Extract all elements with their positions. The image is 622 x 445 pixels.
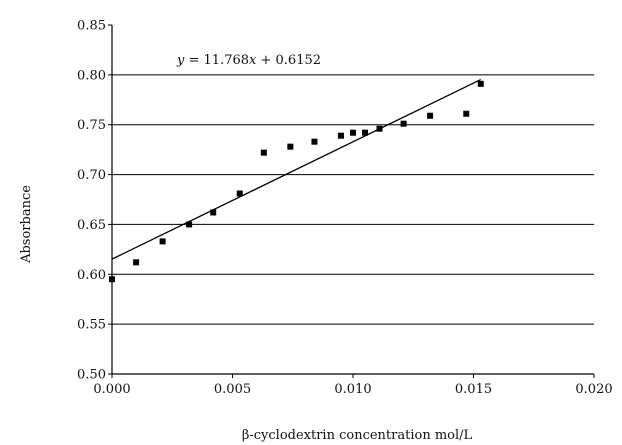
data-point xyxy=(463,110,470,117)
y-tick-label: 0.60 xyxy=(77,268,106,283)
y-tick-label: 0.80 xyxy=(77,68,106,83)
trend-equation: y = 11.768x + 0.6152 xyxy=(176,53,321,68)
data-point xyxy=(109,276,115,283)
x-tick-label: 0.000 xyxy=(93,382,130,397)
x-tick-label: 0.020 xyxy=(575,382,612,397)
data-point xyxy=(260,149,267,156)
x-tick-label: 0.010 xyxy=(334,382,371,397)
y-tick-label: 0.65 xyxy=(77,218,106,233)
data-point xyxy=(210,209,217,216)
data-point xyxy=(376,125,383,132)
data-point xyxy=(311,138,318,145)
y-tick-label: 0.70 xyxy=(77,168,106,183)
data-point xyxy=(186,221,193,228)
y-tick-label: 0.55 xyxy=(77,318,106,333)
data-point xyxy=(400,120,407,127)
x-tick-label: 0.015 xyxy=(455,382,492,397)
x-tick-label: 0.005 xyxy=(214,382,251,397)
y-axis-title: Absorbance xyxy=(19,185,34,264)
data-point xyxy=(133,259,140,266)
y-tick-label: 0.75 xyxy=(77,118,106,133)
data-point xyxy=(337,132,344,139)
data-point xyxy=(362,129,369,136)
data-point xyxy=(159,238,166,245)
data-points xyxy=(109,80,484,283)
y-tick-label: 0.50 xyxy=(77,368,106,383)
data-point xyxy=(477,80,484,87)
tick-labels: 0.50 0.55 0.60 0.65 0.70 0.75 0.80 0.85 0.000 0.0… xyxy=(77,19,613,398)
trend-line xyxy=(111,79,482,260)
data-point xyxy=(287,143,294,150)
y-tick-label: 0.85 xyxy=(77,19,106,34)
grid-lines xyxy=(112,74,594,325)
axes xyxy=(108,24,595,378)
data-point xyxy=(350,129,356,136)
x-axis-title: β-cyclodextrin concentration mol/L xyxy=(242,428,473,443)
data-point xyxy=(427,112,434,119)
data-point xyxy=(236,190,243,197)
